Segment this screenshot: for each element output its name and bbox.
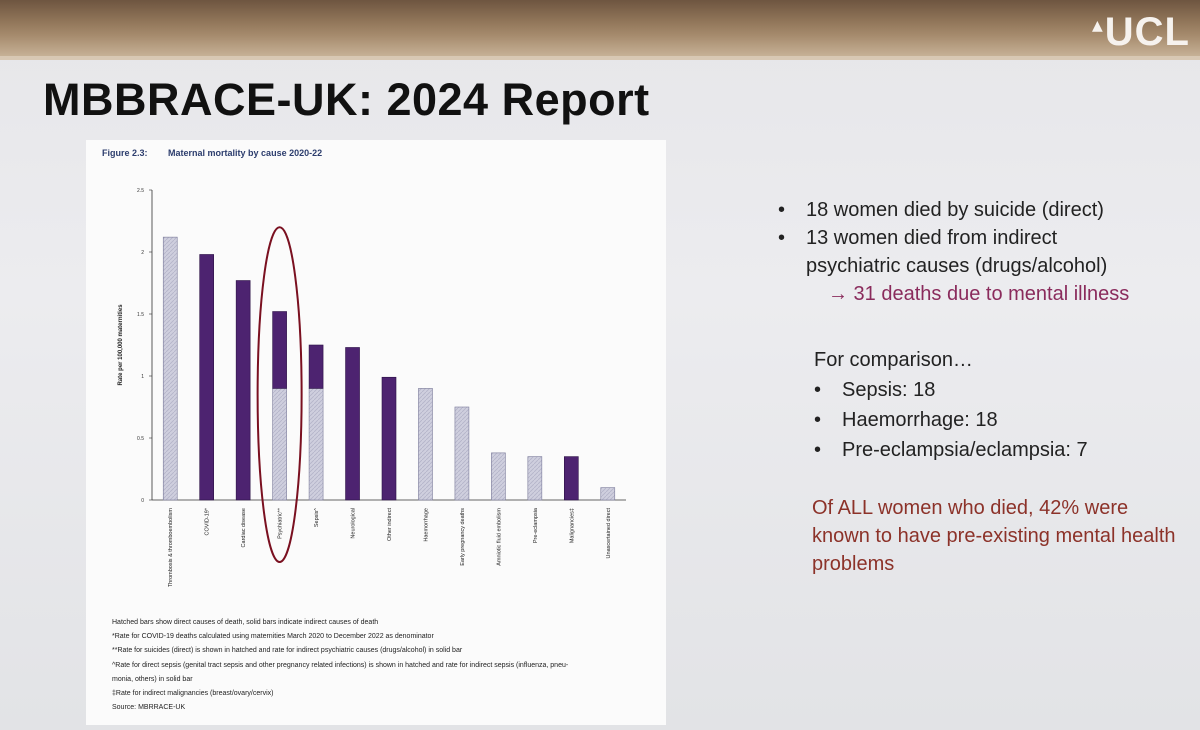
x-tick-label: Other indirect	[387, 508, 393, 541]
closing-statement: Of ALL women who died, 42% were known to…	[812, 497, 1176, 575]
bullet-icon: •	[814, 439, 822, 461]
bar-indirect	[345, 347, 360, 501]
x-tick-label: Amniotic fluid embolism	[496, 508, 502, 566]
bullet-icon: •	[778, 199, 786, 221]
bar-indirect	[272, 311, 287, 389]
highlight-ellipse	[256, 226, 303, 563]
bar-indirect	[564, 456, 579, 501]
bullet-icon: •	[778, 227, 786, 249]
list-item: • 18 women died by suicide (direct)	[778, 196, 1178, 224]
bullet-icon: •	[814, 409, 822, 431]
y-tick-label: 2.5	[137, 188, 144, 194]
comparison-heading: For comparison…	[814, 349, 973, 371]
bar-indirect	[308, 344, 324, 389]
mortality-bar-chart: 0 0.5 1 1.5 2 2.5 Rate per 100,000 maternities…	[118, 188, 626, 588]
bar-direct	[527, 456, 543, 501]
list-item-text: Haemorrhage: 18	[842, 409, 998, 431]
y-axis-label: Rate per 100,000 maternities	[118, 304, 124, 386]
x-tick-label: Sepsis^	[314, 508, 320, 528]
footnote: monia, others) in solid bar	[112, 675, 193, 683]
y-tick-label: 1.5	[137, 312, 144, 318]
ucl-logo: ▲ UCL	[1092, 12, 1190, 52]
top-banner	[0, 0, 1200, 58]
y-tick-label: 0	[141, 498, 144, 504]
list-item: • Pre-eclampsia/eclampsia: 7	[814, 435, 1174, 465]
footnote: **Rate for suicides (direct) is shown in…	[112, 647, 463, 655]
slide-title: MBBRACE-UK: 2024 Report	[43, 74, 650, 125]
mental-illness-total: → 31 deaths due to mental illness	[828, 283, 1130, 305]
banner-rule	[0, 56, 1200, 60]
x-tick-label: Malignancies‡	[569, 508, 575, 543]
bar-indirect	[235, 280, 251, 501]
x-tick-label: Thrombosis & thromboembolism	[168, 508, 174, 588]
bullet-icon: •	[814, 379, 822, 401]
y-tick-label: 2	[141, 250, 144, 256]
y-tick-label: 1	[141, 374, 144, 380]
bar-indirect	[199, 254, 214, 501]
list-item: • 13 women died from indirect psychiatri…	[778, 224, 1178, 280]
x-tick-label: Psychiatric**	[278, 507, 284, 539]
bar-direct	[272, 388, 287, 501]
figure-caption: Maternal mortality by cause 2020-22	[168, 148, 323, 158]
footnote-source: Source: MBRRACE-UK	[112, 704, 186, 712]
list-item-text: 13 women died from indirect	[806, 227, 1058, 249]
footnote: ‡Rate for indirect malignancies (breast/…	[112, 690, 274, 698]
footnote: ^Rate for direct sepsis (genital tract s…	[112, 661, 569, 669]
bar-direct	[491, 452, 506, 501]
list-item: • Haemorrhage: 18	[814, 405, 1174, 435]
logo-mark-icon: ▲	[1092, 18, 1103, 34]
bar-indirect	[381, 376, 397, 501]
bar-direct	[418, 388, 433, 501]
figure-title: Figure 2.3: Maternal mortality by cause …	[102, 148, 322, 158]
comparison-block: For comparison… • Sepsis: 18 • Haemorrha…	[814, 345, 1174, 465]
footnote: Hatched bars show direct causes of death…	[112, 619, 379, 626]
list-item-text: Sepsis: 18	[842, 379, 936, 401]
footnote: *Rate for COVID-19 deaths calculated usi…	[112, 633, 434, 641]
bar-direct	[454, 406, 470, 501]
x-tick-label: Cardiac disease	[241, 508, 247, 547]
x-tick-label: COVID-19*	[205, 507, 211, 535]
list-item-text: Pre-eclampsia/eclampsia: 7	[842, 439, 1088, 461]
key-facts-list: • 18 women died by suicide (direct) • 13…	[778, 196, 1178, 308]
figure-footnotes: Hatched bars show direct causes of death…	[112, 616, 662, 715]
list-item-continuation: psychiatric causes (drugs/alcohol)	[806, 255, 1108, 277]
x-tick-label: Early pregnancy deaths	[460, 508, 466, 566]
bar-direct	[162, 236, 178, 501]
figure-panel: Figure 2.3: Maternal mortality by cause …	[86, 140, 666, 725]
bar-direct	[600, 487, 616, 501]
figure-label: Figure 2.3:	[102, 148, 148, 158]
y-tick-label: 0.5	[137, 436, 144, 442]
logo-text: UCL	[1104, 10, 1190, 54]
list-item-text: 18 women died by suicide (direct)	[806, 199, 1104, 221]
bar-direct	[308, 388, 324, 501]
x-tick-label: Unascertained direct	[606, 508, 612, 559]
x-tick-label: Pre-eclampsia	[533, 507, 539, 543]
x-tick-label: Neurological	[351, 508, 357, 539]
list-item: • Sepsis: 18	[814, 375, 1174, 405]
x-tick-label: Haemorrhage	[423, 508, 429, 542]
